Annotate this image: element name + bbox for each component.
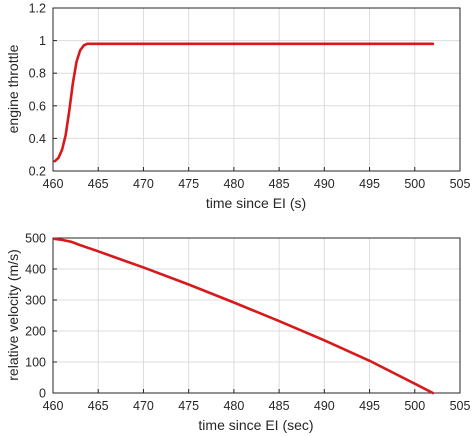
velocity-y-tick-label: 0 (39, 387, 46, 401)
throttle-y-tick-label: 0.6 (29, 99, 46, 113)
throttle-x-tick-label: 465 (88, 177, 109, 191)
throttle-series-line (53, 42, 435, 163)
velocity-grid (52, 237, 461, 394)
throttle-y-axis-label: engine throttle (5, 44, 21, 133)
velocity-x-tick-label: 500 (404, 399, 425, 413)
throttle-x-tick-label: 460 (43, 177, 64, 191)
velocity-y-tick-label: 300 (25, 294, 46, 308)
velocity-x-tick-label: 480 (223, 399, 244, 413)
throttle-chart: time since EI (s) engine throttle 460 465… (5, 2, 470, 212)
velocity-y-axis-label: relative velocity (m/s) (5, 249, 21, 380)
throttle-y-tick-label: 1.2 (29, 2, 46, 16)
throttle-y-tick-label: 0.4 (29, 132, 46, 146)
velocity-x-tick-label: 495 (359, 399, 380, 413)
throttle-x-tick-label: 495 (359, 177, 380, 191)
throttle-x-tick-label: 475 (178, 177, 199, 191)
throttle-x-tick-label: 485 (269, 177, 290, 191)
throttle-x-tick-label: 490 (314, 177, 335, 191)
velocity-chart: time since EI (sec) relative velocity (m… (5, 232, 470, 434)
velocity-x-tick-label: 460 (43, 399, 64, 413)
velocity-x-axis-label: time since EI (sec) (198, 417, 313, 433)
velocity-y-tick-label: 400 (25, 263, 46, 277)
velocity-x-tick-label: 485 (269, 399, 290, 413)
throttle-y-tick-label: 1 (39, 34, 46, 48)
velocity-series-line (53, 237, 435, 395)
throttle-x-tick-label: 505 (450, 177, 471, 191)
throttle-x-tick-label: 500 (404, 177, 425, 191)
velocity-y-tick-label: 100 (25, 356, 46, 370)
throttle-plot-frame (52, 7, 461, 172)
throttle-x-tick-label: 470 (133, 177, 154, 191)
throttle-x-tick-label: 480 (223, 177, 244, 191)
velocity-plot-frame (52, 237, 461, 394)
velocity-x-tick-label: 505 (450, 399, 471, 413)
velocity-x-tick-label: 465 (88, 399, 109, 413)
throttle-grid (52, 7, 461, 172)
throttle-y-tick-label: 0.2 (29, 165, 46, 179)
velocity-y-tick-label: 200 (25, 325, 46, 339)
velocity-x-tick-label: 490 (314, 399, 335, 413)
throttle-y-tick-label: 0.8 (29, 67, 46, 81)
throttle-x-axis-label: time since EI (s) (206, 195, 306, 211)
velocity-x-tick-label: 470 (133, 399, 154, 413)
velocity-y-tick-label: 500 (25, 232, 46, 246)
velocity-x-tick-label: 475 (178, 399, 199, 413)
